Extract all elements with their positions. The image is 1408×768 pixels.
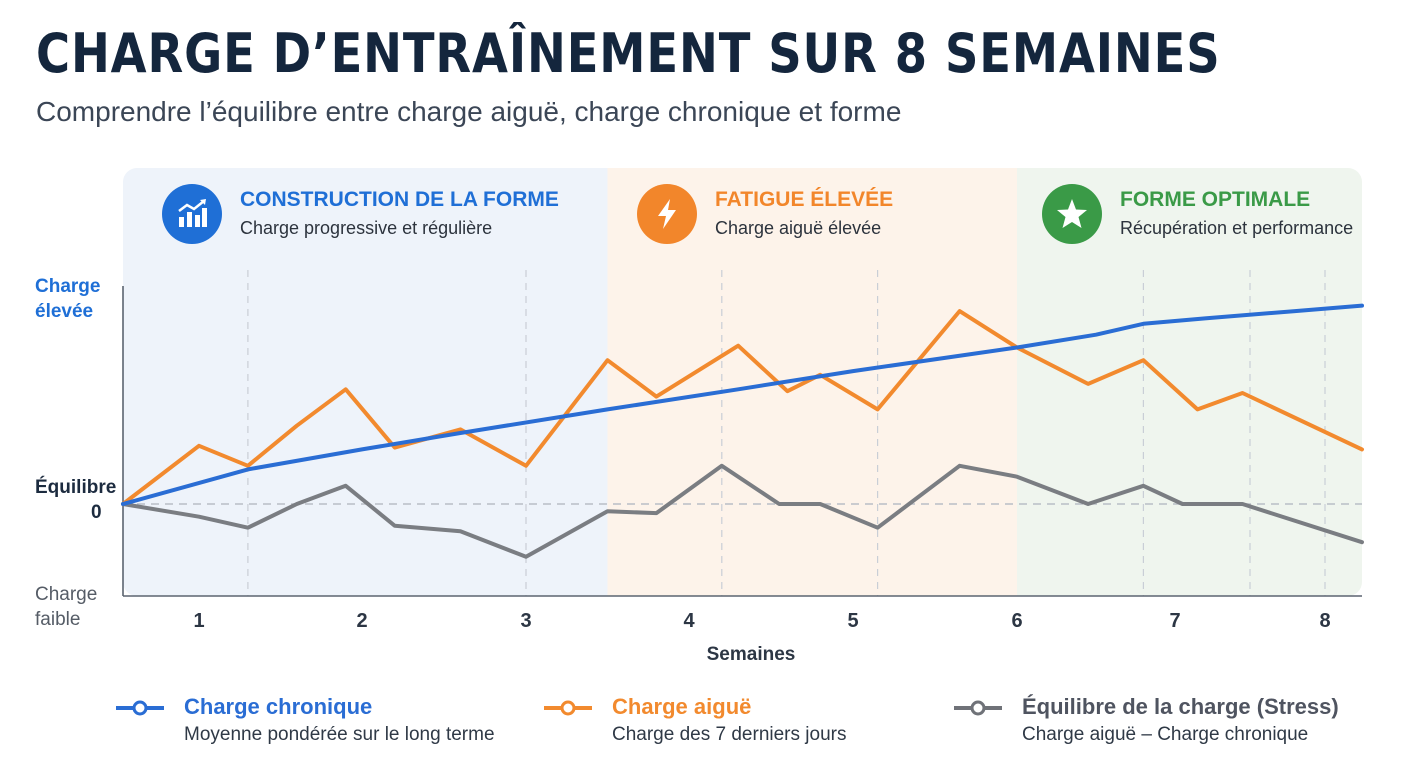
y-label-balance: Équilibre 0 xyxy=(35,475,116,525)
zone-subtitle: Charge progressive et régulière xyxy=(240,218,493,238)
y-label-low: Charge faible xyxy=(35,582,97,632)
y-label-high-line2: élevée xyxy=(35,301,94,322)
legend-swatch-acute xyxy=(544,700,592,716)
zone-subtitle: Charge aiguë élevée xyxy=(715,218,882,238)
series-line-stress xyxy=(121,463,1364,559)
star-icon xyxy=(1042,184,1102,244)
zone-title: CONSTRUCTION DE LA FORME xyxy=(240,188,559,211)
legend-swatch-chronic xyxy=(116,700,164,716)
x-tick-label: 4 xyxy=(683,610,695,632)
zone-subtitle: Récupération et performance xyxy=(1120,218,1354,238)
x-tick-label: 2 xyxy=(356,610,367,632)
legend-name: Charge aiguë xyxy=(612,694,752,719)
x-tick-label: 3 xyxy=(520,610,531,632)
x-tick-label: 1 xyxy=(193,610,204,632)
y-label-low-line2: faible xyxy=(35,609,81,630)
zone-background-fill xyxy=(587,168,608,596)
zone-title: FATIGUE ÉLEVÉE xyxy=(715,188,894,211)
x-tick-label: 8 xyxy=(1319,610,1330,632)
legend-desc: Charge aiguë – Charge chronique xyxy=(1022,724,1309,745)
page-title: CHARGE D’ENTRAÎNEMENT SUR 8 SEMAINES xyxy=(36,22,1221,85)
zone-background-fill xyxy=(1017,168,1037,596)
legend-swatch-stress xyxy=(954,700,1002,716)
x-tick-label: 5 xyxy=(847,610,858,632)
x-tick-label: 6 xyxy=(1011,610,1022,632)
page-subtitle: Comprendre l’équilibre entre charge aigu… xyxy=(36,96,902,127)
legend-name: Charge chronique xyxy=(184,694,373,719)
legend-desc: Charge des 7 derniers jours xyxy=(612,724,847,745)
zone-background-3 xyxy=(1017,168,1362,596)
legend-desc: Moyenne pondérée sur le long terme xyxy=(184,724,495,745)
series-line-acute xyxy=(121,309,1364,506)
x-axis-label: Semaines xyxy=(707,644,796,665)
zone-title: FORME OPTIMALE xyxy=(1120,188,1311,211)
y-label-high-line1: Charge xyxy=(35,276,101,297)
y-label-balance-line1: Équilibre xyxy=(35,477,117,498)
y-label-high: Charge élevée xyxy=(35,274,100,324)
bar-chart-up-icon xyxy=(162,184,222,244)
series-line-chronic xyxy=(121,303,1364,506)
y-label-zero: 0 xyxy=(91,502,102,523)
x-tick-label: 7 xyxy=(1169,610,1180,632)
zone-background-1 xyxy=(123,168,608,596)
y-label-low-line1: Charge xyxy=(35,584,98,605)
legend-name: Équilibre de la charge (Stress) xyxy=(1022,694,1339,719)
lightning-icon xyxy=(637,184,697,244)
